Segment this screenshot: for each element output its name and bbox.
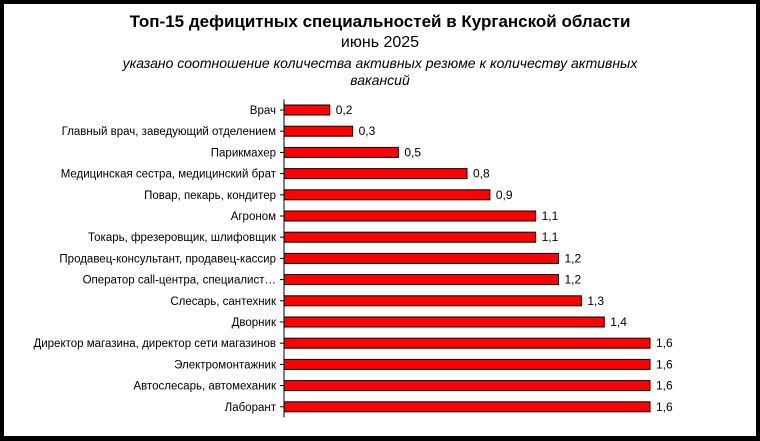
value-label: 0,3	[359, 124, 376, 138]
category-label: Врач	[250, 105, 276, 117]
bar	[283, 210, 537, 222]
bar	[283, 358, 651, 370]
value-label: 1,2	[565, 251, 582, 265]
category-label: Агроном	[231, 211, 276, 223]
plot-area: Врач 0,2 Главный врач, заведующий отделени…	[33, 99, 673, 418]
category-label: Автослесарь, автомеханик	[134, 381, 277, 393]
category-label: Главный врач, заведующий отделением	[62, 126, 276, 138]
category-label: Слесарь, сантехник	[170, 296, 277, 308]
value-label: 1,6	[656, 357, 673, 371]
category-label: Лаборант	[225, 402, 277, 414]
value-label: 1,1	[542, 230, 559, 244]
category-label: Парикмахер	[211, 147, 276, 159]
category-label: Повар, пекарь, кондитер	[144, 190, 276, 202]
value-label: 1,1	[542, 209, 559, 223]
value-label: 1,2	[565, 273, 582, 287]
bar	[283, 274, 559, 286]
category-label: Дворник	[232, 317, 277, 329]
bar	[283, 146, 399, 158]
value-label: 1,6	[656, 379, 673, 393]
category-label: Директор магазина, директор сети магазин…	[33, 338, 276, 350]
bar	[283, 252, 559, 264]
bar	[283, 104, 331, 116]
chart-note: указано соотношение количества активных …	[122, 55, 638, 88]
category-label: Токарь, фрезеровщик, шлифовщик	[88, 232, 277, 244]
bar	[283, 295, 582, 307]
value-label: 0,9	[496, 188, 513, 202]
value-label: 0,5	[404, 145, 421, 159]
chart-subtitle: июнь 2025	[340, 34, 420, 51]
bar	[283, 380, 651, 392]
category-label: Продавец-консультант, продавец-кассир	[59, 253, 276, 265]
value-label: 1,4	[610, 315, 627, 329]
category-label: Электромонтажник	[174, 359, 277, 371]
category-label: Медицинская сестра, медицинский брат	[61, 169, 277, 181]
bar	[283, 168, 468, 180]
value-label: 1,6	[656, 336, 673, 350]
value-label: 1,6	[656, 400, 673, 414]
category-label: Оператор call-центра, специалист…	[83, 275, 276, 287]
chart-title: Топ-15 дефицитных специальностей в Курга…	[129, 12, 631, 31]
bar	[283, 125, 354, 137]
bar	[283, 401, 651, 413]
bar	[283, 316, 605, 328]
value-label: 1,3	[587, 294, 604, 308]
value-label: 0,8	[473, 167, 490, 181]
bar	[283, 337, 651, 349]
value-label: 0,2	[336, 103, 353, 117]
bar	[283, 231, 537, 243]
bar	[283, 189, 491, 201]
